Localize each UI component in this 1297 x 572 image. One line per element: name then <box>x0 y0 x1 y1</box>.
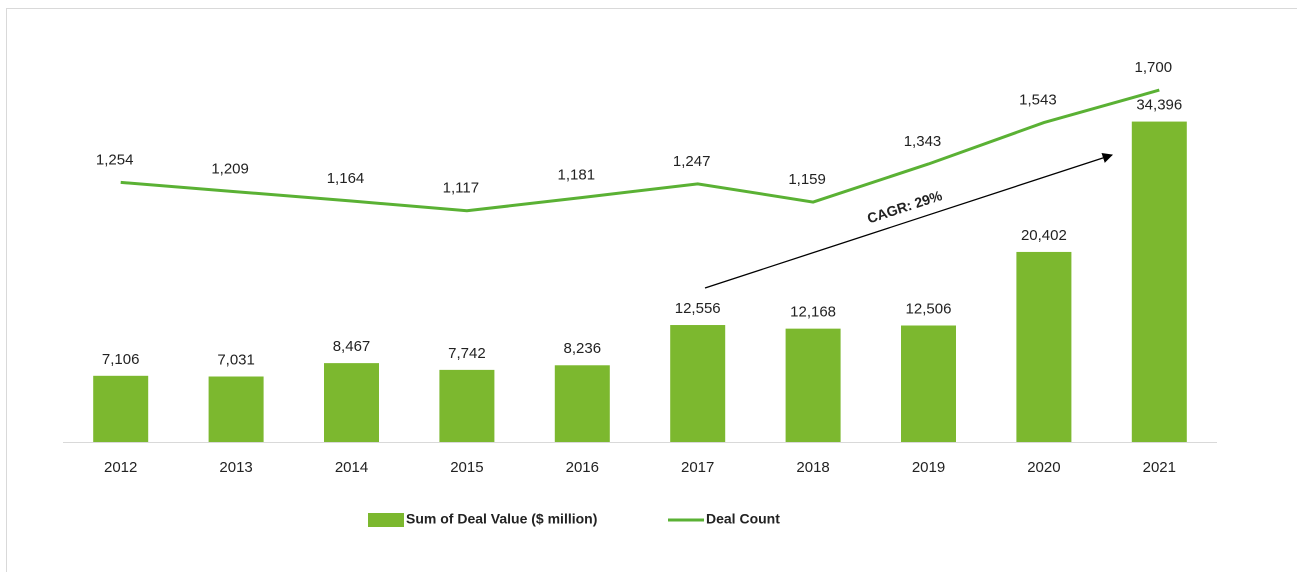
legend-label: Deal Count <box>706 511 780 527</box>
x-tick-label: 2013 <box>219 459 252 476</box>
x-tick-label: 2021 <box>1143 459 1176 476</box>
bar <box>670 325 726 442</box>
data-label: 7,106 <box>102 351 140 368</box>
data-label: 1,164 <box>327 170 365 187</box>
cagr-arrow <box>704 152 1113 289</box>
bar <box>901 325 956 442</box>
data-label: 1,209 <box>211 161 249 178</box>
data-label: 12,506 <box>906 300 952 317</box>
x-tick-label: 2014 <box>335 459 368 476</box>
annotation: CAGR: 29% <box>865 187 944 226</box>
data-label: 20,402 <box>1021 227 1067 244</box>
bar <box>1016 251 1072 442</box>
line <box>120 88 1160 213</box>
x-tick-label: 2019 <box>912 459 945 476</box>
data-label: 1,343 <box>904 133 942 150</box>
legend-swatch <box>368 513 404 527</box>
x-tick-label: 2012 <box>104 459 137 476</box>
frame <box>6 8 1297 572</box>
bar <box>1131 121 1187 443</box>
bar <box>439 369 495 442</box>
bar <box>554 365 610 442</box>
data-label: 8,236 <box>564 340 602 357</box>
data-label: 1,117 <box>443 180 479 197</box>
x-tick-label: 2015 <box>450 459 483 476</box>
data-label: 7,742 <box>448 345 486 362</box>
x-tick-label: 2016 <box>566 459 599 476</box>
data-label: 1,543 <box>1019 92 1057 109</box>
data-label: 12,168 <box>790 304 836 321</box>
data-label: 1,700 <box>1135 59 1173 76</box>
data-label: 7,031 <box>217 351 255 368</box>
x-tick-label: 2018 <box>796 459 829 476</box>
data-label: 1,247 <box>673 153 711 170</box>
data-label: 8,467 <box>333 338 371 355</box>
data-label: 1,181 <box>558 166 596 183</box>
bar <box>93 375 149 442</box>
bar <box>324 363 379 442</box>
data-label: 34,396 <box>1136 97 1182 114</box>
data-label: 1,159 <box>788 171 826 188</box>
bar <box>208 376 264 442</box>
x-tick-label: 2017 <box>681 459 714 476</box>
data-label: 12,556 <box>675 300 721 317</box>
legend-label: Sum of Deal Value ($ million) <box>406 511 597 527</box>
x-tick-label: 2020 <box>1027 459 1060 476</box>
bar <box>785 328 841 442</box>
data-label: 1,254 <box>96 151 134 168</box>
